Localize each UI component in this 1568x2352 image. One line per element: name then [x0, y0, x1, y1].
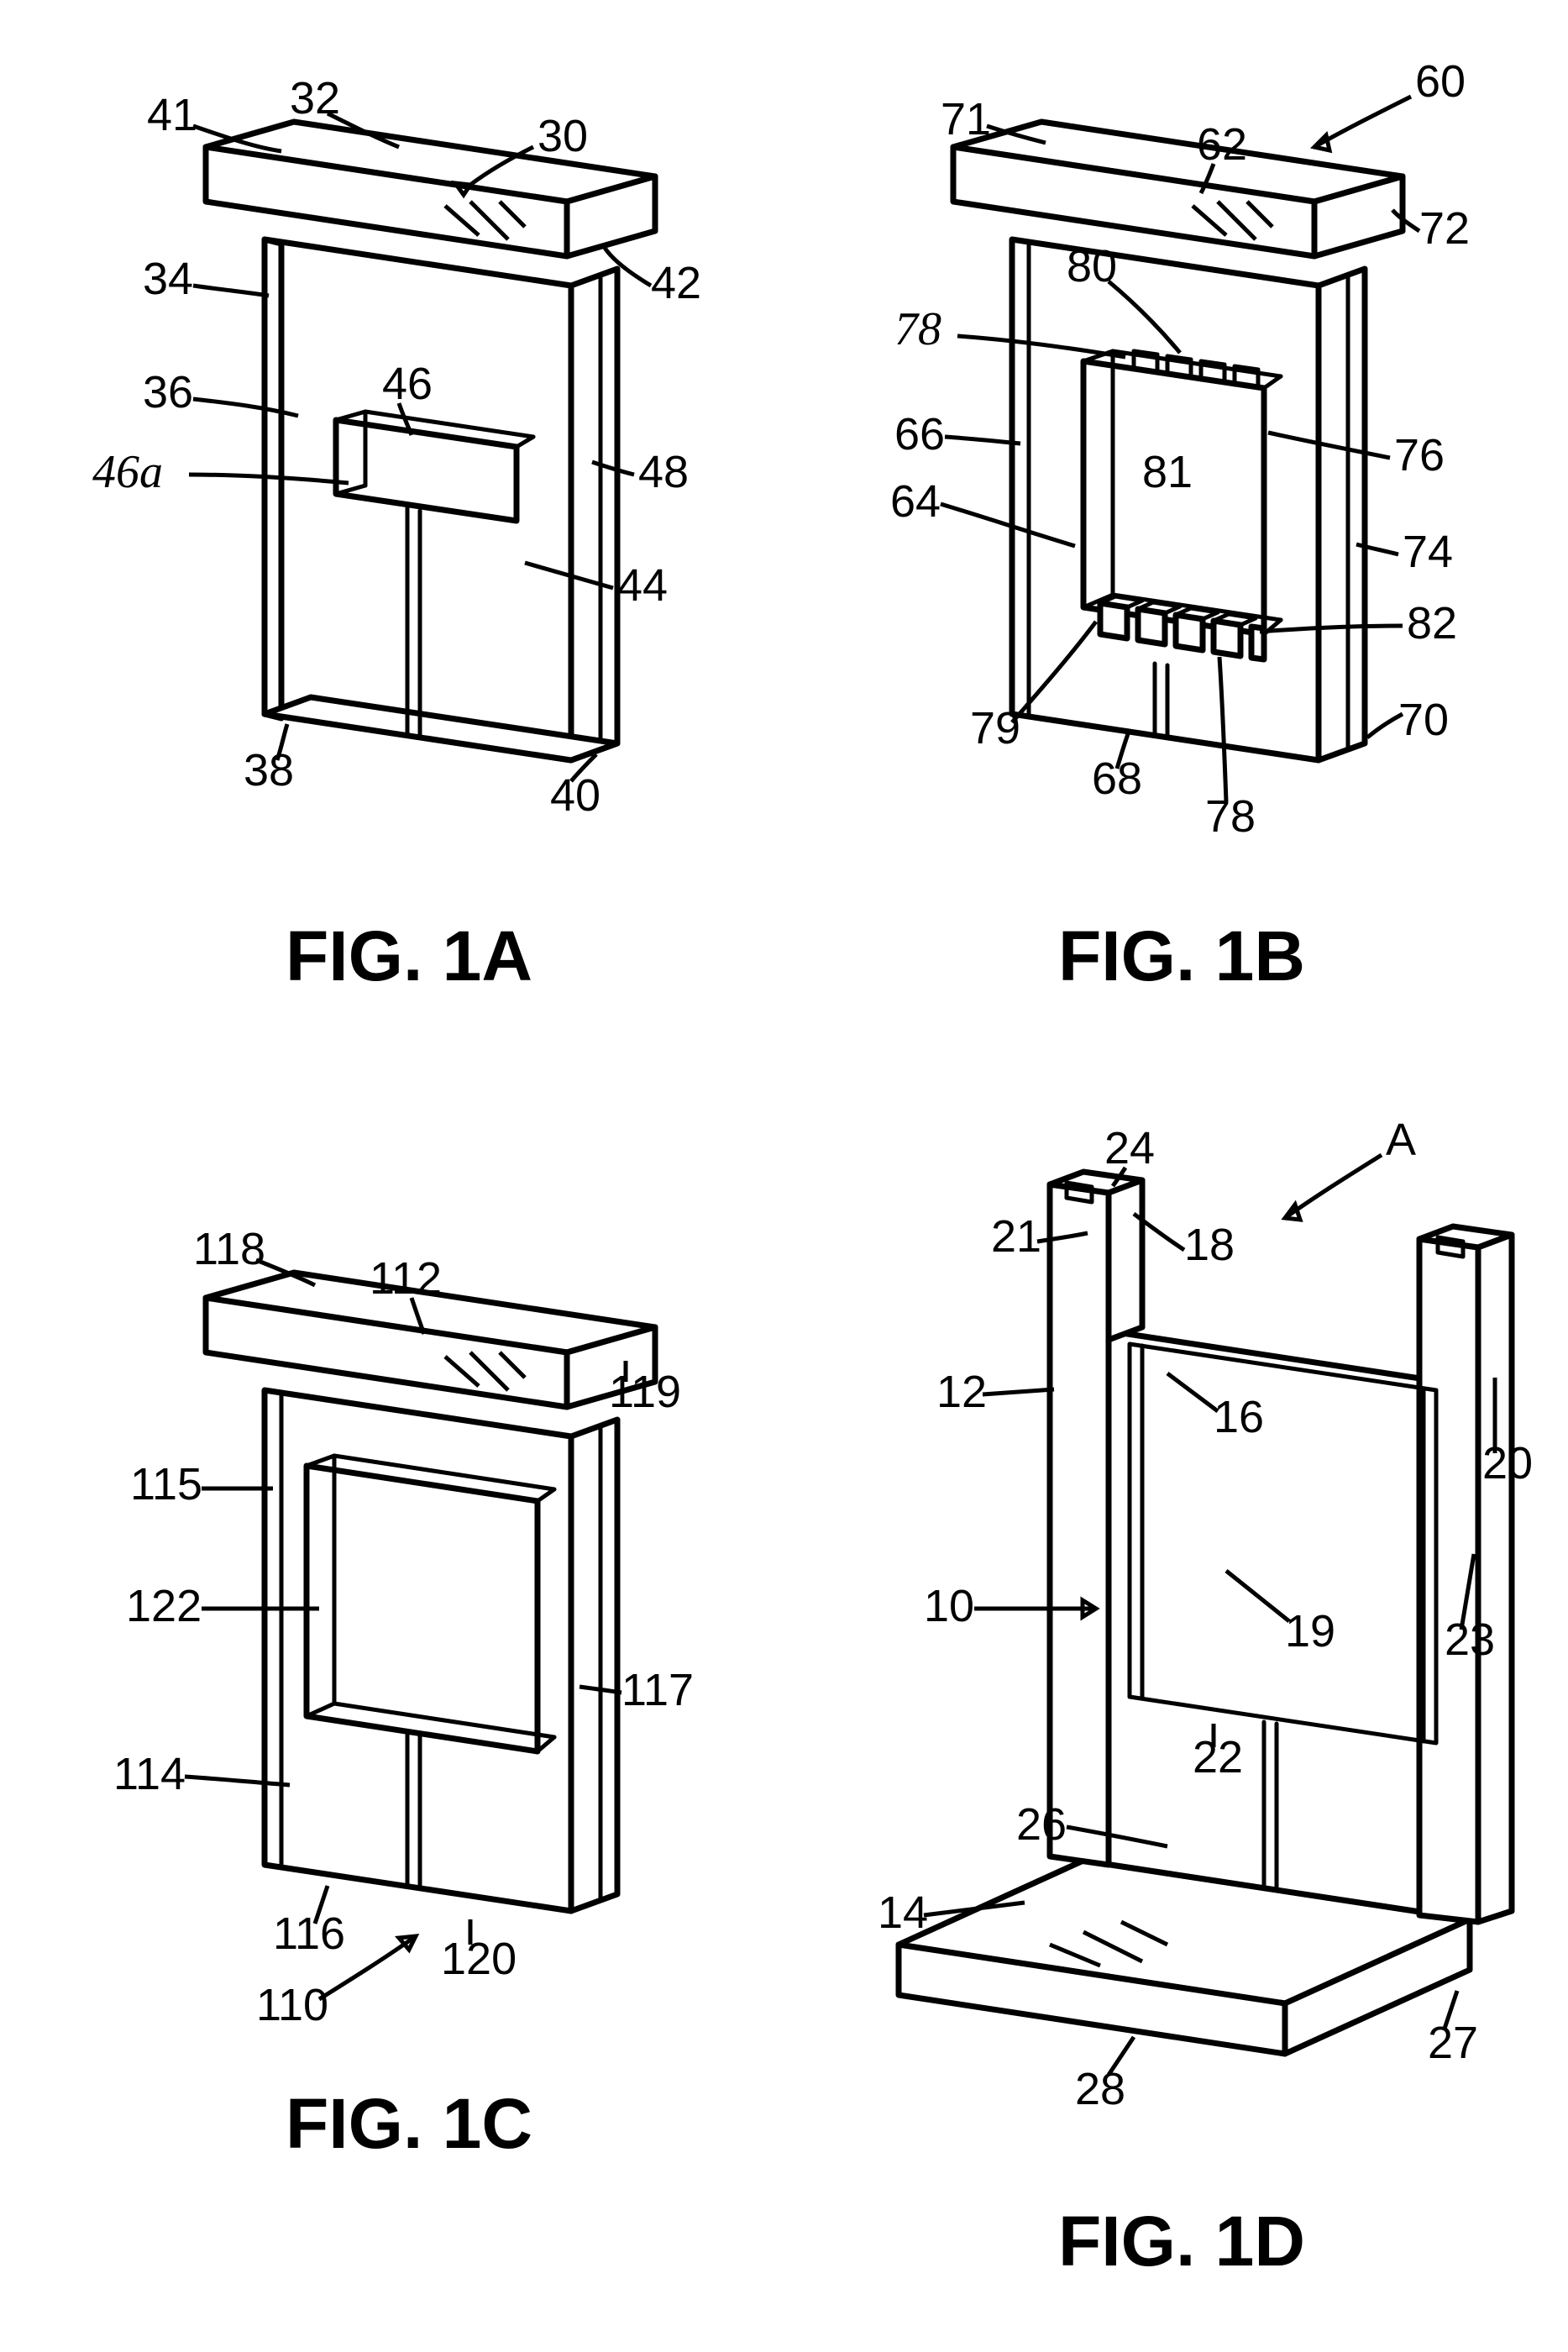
ref-78-bottom: 78 [1205, 791, 1256, 842]
ref-23: 23 [1445, 1614, 1495, 1665]
ref-72: 72 [1419, 203, 1470, 254]
ref-44: 44 [617, 560, 668, 611]
ref-81: 81 [1142, 447, 1193, 497]
ref-66: 66 [894, 409, 945, 459]
caption-fig-1a: FIG. 1A [286, 916, 532, 997]
ref-28: 28 [1075, 2064, 1125, 2114]
ref-78-left: 78 [894, 303, 941, 355]
ref-22: 22 [1193, 1732, 1243, 1782]
ref-60: 60 [1415, 56, 1466, 107]
ref-12: 12 [936, 1367, 987, 1417]
ref-119: 119 [609, 1367, 681, 1417]
fig-1c: 118 112 119 115 122 117 114 116 120 110 [67, 1218, 789, 2108]
ref-112: 112 [370, 1253, 442, 1304]
ref-48: 48 [638, 447, 689, 497]
ref-62: 62 [1197, 119, 1247, 170]
patent-figure-page: 41 32 30 42 34 36 46 46a 48 44 38 40 FIG… [17, 17, 1568, 2335]
ref-46a: 46a [92, 446, 163, 498]
ref-122: 122 [126, 1581, 202, 1631]
ref-74: 74 [1403, 527, 1453, 577]
ref-14: 14 [878, 1887, 928, 1938]
ref-82: 82 [1407, 598, 1457, 648]
ref-24: 24 [1104, 1123, 1155, 1173]
ref-120: 120 [441, 1934, 517, 1984]
ref-71: 71 [941, 94, 991, 144]
ref-18: 18 [1184, 1220, 1235, 1270]
ref-A: A [1386, 1115, 1416, 1165]
ref-115: 115 [130, 1459, 202, 1509]
ref-27: 27 [1428, 2018, 1478, 2068]
fig-1a: 41 32 30 42 34 36 46 46a 48 44 38 40 [67, 67, 789, 932]
ref-46: 46 [382, 359, 433, 409]
ref-64: 64 [890, 476, 941, 527]
caption-fig-1b: FIG. 1B [1058, 916, 1305, 997]
fig-1d: A 24 21 18 12 16 20 10 19 23 22 26 14 28… [798, 1075, 1562, 2167]
ref-34: 34 [143, 254, 193, 304]
ref-10: 10 [924, 1581, 974, 1631]
ref-110: 110 [256, 1980, 328, 2030]
ref-19: 19 [1285, 1606, 1335, 1656]
ref-41: 41 [147, 90, 197, 140]
caption-fig-1d: FIG. 1D [1058, 2201, 1305, 2282]
ref-79: 79 [970, 703, 1020, 753]
ref-42: 42 [651, 258, 701, 308]
ref-26: 26 [1016, 1799, 1067, 1850]
ref-76: 76 [1394, 430, 1445, 480]
ref-16: 16 [1214, 1392, 1264, 1442]
caption-fig-1c: FIG. 1C [286, 2083, 532, 2165]
ref-118: 118 [193, 1224, 265, 1274]
ref-36: 36 [143, 367, 193, 417]
ref-30: 30 [538, 111, 588, 161]
ref-21: 21 [991, 1211, 1041, 1262]
ref-20: 20 [1482, 1438, 1533, 1488]
ref-68: 68 [1092, 753, 1142, 804]
fig-1b: 60 71 62 72 80 78 66 81 76 64 74 82 79 6… [823, 50, 1562, 941]
ref-116: 116 [273, 1908, 345, 1959]
ref-117: 117 [621, 1665, 694, 1715]
ref-70: 70 [1398, 695, 1449, 745]
ref-38: 38 [244, 745, 294, 795]
ref-114: 114 [113, 1749, 186, 1799]
